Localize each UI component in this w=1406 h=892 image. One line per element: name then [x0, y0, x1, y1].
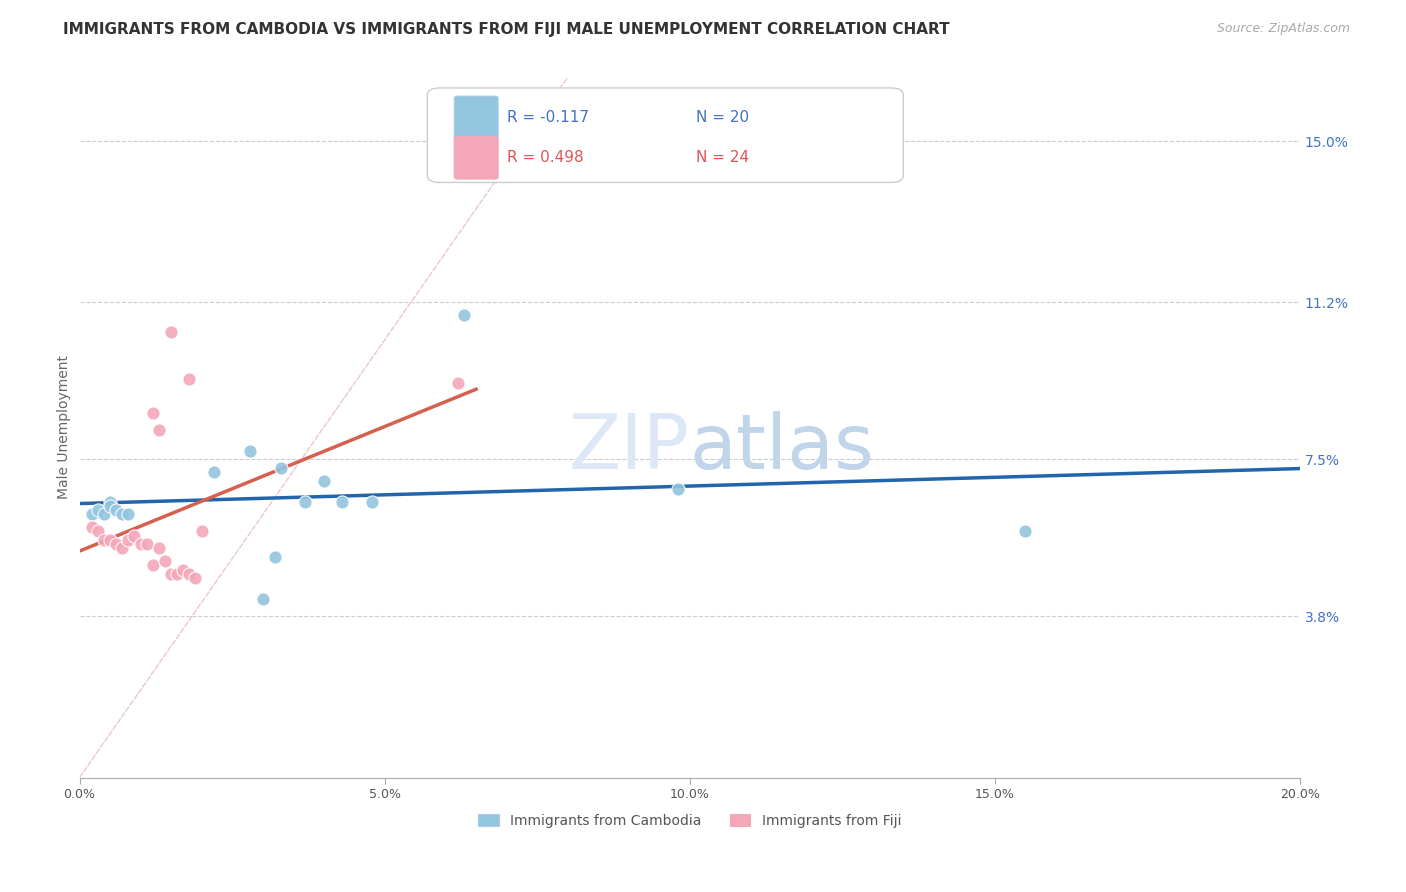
- FancyBboxPatch shape: [454, 96, 498, 139]
- Point: [80, 508, 103, 522]
- Text: N = 20: N = 20: [696, 110, 749, 125]
- Point: [172, 563, 194, 577]
- Point: [80, 520, 103, 534]
- Point: [312, 474, 335, 488]
- Point: [87, 524, 110, 539]
- Point: [666, 482, 689, 496]
- Point: [179, 372, 201, 386]
- Point: [93, 508, 115, 522]
- Point: [166, 566, 188, 581]
- Point: [184, 571, 207, 585]
- Y-axis label: Male Unemployment: Male Unemployment: [58, 356, 72, 500]
- Point: [447, 376, 470, 390]
- Point: [142, 406, 165, 420]
- Text: N = 24: N = 24: [696, 150, 749, 165]
- Text: ZIP: ZIP: [569, 411, 690, 485]
- Point: [190, 524, 212, 539]
- Point: [98, 499, 121, 513]
- Point: [98, 494, 121, 508]
- Point: [117, 508, 139, 522]
- FancyBboxPatch shape: [427, 88, 903, 183]
- Point: [239, 443, 262, 458]
- Point: [93, 533, 115, 547]
- Point: [87, 503, 110, 517]
- Point: [111, 541, 134, 556]
- Point: [111, 508, 134, 522]
- Point: [160, 566, 183, 581]
- Point: [148, 423, 170, 437]
- FancyBboxPatch shape: [454, 136, 498, 179]
- Text: R = 0.498: R = 0.498: [506, 150, 583, 165]
- Point: [294, 494, 316, 508]
- Point: [330, 494, 353, 508]
- Point: [361, 494, 384, 508]
- Point: [105, 503, 128, 517]
- Point: [202, 465, 225, 479]
- Point: [148, 541, 170, 556]
- Point: [129, 537, 152, 551]
- Point: [179, 566, 201, 581]
- Point: [160, 325, 183, 339]
- Text: IMMIGRANTS FROM CAMBODIA VS IMMIGRANTS FROM FIJI MALE UNEMPLOYMENT CORRELATION C: IMMIGRANTS FROM CAMBODIA VS IMMIGRANTS F…: [63, 22, 950, 37]
- Point: [263, 549, 285, 564]
- Text: Source: ZipAtlas.com: Source: ZipAtlas.com: [1216, 22, 1350, 36]
- Point: [453, 308, 475, 322]
- Point: [105, 537, 128, 551]
- Point: [142, 558, 165, 573]
- Point: [252, 592, 274, 607]
- Point: [124, 529, 146, 543]
- Point: [1014, 524, 1036, 539]
- Point: [270, 460, 292, 475]
- Text: atlas: atlas: [690, 411, 875, 485]
- Point: [153, 554, 176, 568]
- Text: R = -0.117: R = -0.117: [506, 110, 589, 125]
- Point: [135, 537, 157, 551]
- Legend: Immigrants from Cambodia, Immigrants from Fiji: Immigrants from Cambodia, Immigrants fro…: [472, 808, 907, 834]
- Point: [98, 533, 121, 547]
- Point: [117, 533, 139, 547]
